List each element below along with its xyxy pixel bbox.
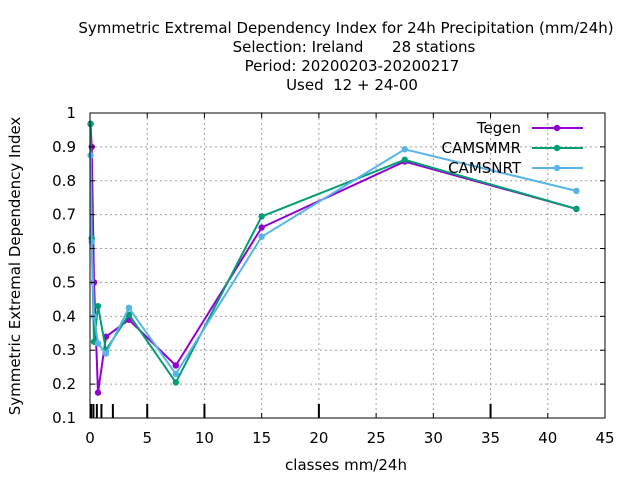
x-tick-label: 5 [142,429,152,447]
title-line-4: Used 12 + 24-00 [286,76,418,94]
y-tick-label: 0.2 [52,375,76,393]
data-point-camsnrt [172,370,180,378]
y-axis-label: Symmetric Extremal Dependency Index [6,117,24,416]
y-tick-label: 1 [66,104,76,122]
data-point-camsnrt [94,340,102,347]
data-point-tegen [94,389,102,396]
x-tick-label: 10 [195,429,214,447]
y-tick-label: 0.7 [52,206,76,224]
data-point-camsmmr [573,205,580,213]
y-tick-label: 0.8 [52,172,76,190]
title-line-3: Period: 20200203-20200217 [245,57,460,75]
data-point-camsmmr [94,302,102,310]
x-tick-label: 0 [85,429,95,447]
data-point-camsmmr [258,213,265,220]
data-point-camsnrt [573,187,580,195]
plot-frame [89,112,606,419]
title-line-2: Selection: Ireland 28 stations [233,38,476,56]
y-tick-label: 0.1 [52,409,76,427]
data-point-camsmmr [401,156,408,163]
legend-marker-camsmmr [553,144,561,152]
x-tick-label: 15 [252,429,271,447]
data-point-camsnrt [125,304,133,312]
data-point-camsnrt [258,233,265,240]
x-tick-label: 35 [481,429,500,447]
data-point-camsnrt [401,146,408,153]
x-tick-label: 25 [367,429,386,447]
legend-marker-camsnrt [553,164,561,172]
x-axis-ticks: 0 5 10 15 20 25 30 35 40 45 [85,113,615,447]
data-point-camsmmr [87,120,94,128]
legend-label-camsnrt: CAMSNRT [448,159,522,177]
chart-title: Symmetric Extremal Dependency Index for … [78,19,613,94]
data-point-camsmmr [172,379,180,386]
title-line-1: Symmetric Extremal Dependency Index for … [78,19,613,37]
legend-label-camsmmr: CAMSMMR [441,139,521,157]
legend-marker-tegen [553,124,561,132]
x-tick-label: 45 [595,429,614,447]
data-point-camsnrt [87,152,94,159]
y-tick-label: 0.9 [52,138,76,156]
y-tick-label: 0.5 [52,273,76,291]
class-marks [90,404,492,418]
legend-label-tegen: Tegen [476,119,521,137]
grid-lines [90,113,605,418]
y-tick-label: 0.4 [52,307,76,325]
x-tick-label: 30 [424,429,443,447]
data-point-camsnrt [88,238,95,245]
y-axis-ticks: 0.1 0.2 0.3 0.4 0.5 0.6 0.7 0.8 0.9 1 [52,104,605,427]
data-point-tegen [172,362,180,369]
x-tick-label: 40 [538,429,557,447]
data-point-tegen [258,224,265,231]
series-line-camsnrt [89,148,577,375]
x-tick-label: 20 [309,429,328,447]
x-axis-label: classes mm/24h [285,456,407,474]
legend: Tegen CAMSMMR CAMSNRT [441,119,583,177]
y-tick-label: 0.6 [52,240,76,258]
y-tick-label: 0.3 [52,341,76,359]
data-point-camsnrt [102,350,110,357]
